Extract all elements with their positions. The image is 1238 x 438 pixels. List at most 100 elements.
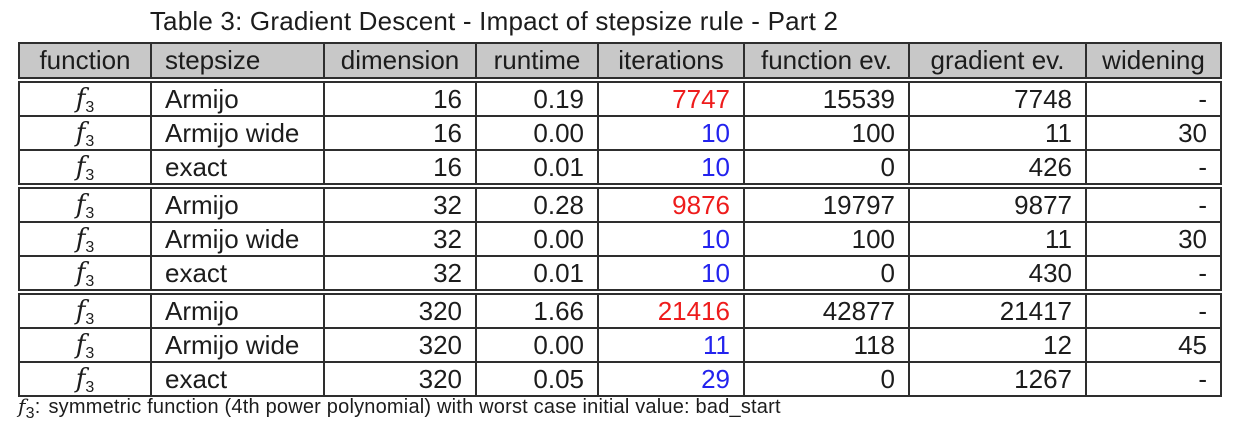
function-symbol-subscript: 3 <box>85 205 95 222</box>
cell-widening: 45 <box>1085 327 1222 363</box>
column-header-runtime: runtime <box>475 42 599 83</box>
table-row: f3 Armijo wide 320 0.00 11 118 12 45 <box>18 327 1222 363</box>
cell-runtime: 0.00 <box>475 115 599 151</box>
table-row: f3 Armijo wide 32 0.00 10 100 11 30 <box>18 221 1222 257</box>
function-symbol: f <box>75 364 86 394</box>
cell-widening: 30 <box>1085 115 1222 151</box>
cell-gradient_ev: 7748 <box>908 79 1087 117</box>
cell-dimension: 320 <box>323 327 477 363</box>
function-symbol-subscript: 3 <box>85 167 95 184</box>
cell-dimension: 16 <box>323 115 477 151</box>
cell-iterations: 10 <box>597 115 745 151</box>
cell-dimension: 16 <box>323 79 477 117</box>
cell-dimension: 320 <box>323 361 477 397</box>
cell-runtime: 0.00 <box>475 327 599 363</box>
results-table: function stepsize dimension runtime iteratio… <box>18 42 1222 397</box>
cell-stepsize: Armijo wide <box>150 327 325 363</box>
cell-dimension: 320 <box>323 289 477 329</box>
cell-function: f3 <box>18 183 152 223</box>
function-symbol: f <box>75 118 86 148</box>
cell-stepsize: Armijo <box>150 79 325 117</box>
cell-widening: - <box>1085 79 1222 117</box>
cell-runtime: 0.28 <box>475 183 599 223</box>
table-row: f3 Armijo 320 1.66 21416 42877 21417- <box>18 289 1222 329</box>
function-symbol: f <box>75 296 86 326</box>
row-group-1: f3 Armijo 16 0.19 7747 15539 7748- f3 Armijo wid… <box>18 79 1222 187</box>
cell-function: f3 <box>18 221 152 257</box>
cell-stepsize: Armijo <box>150 289 325 329</box>
cell-gradient_ev: 11 <box>908 115 1087 151</box>
column-header-function_ev: function ev. <box>743 42 910 83</box>
function-symbol-subscript: 3 <box>85 311 95 328</box>
cell-iterations: 10 <box>597 255 745 293</box>
cell-stepsize: Armijo <box>150 183 325 223</box>
cell-function: f3 <box>18 255 152 293</box>
function-symbol: f <box>75 84 86 114</box>
table-caption: Table 3: Gradient Descent - Impact of st… <box>149 6 839 36</box>
function-symbol: f <box>75 190 86 220</box>
table-row: f3 Armijo 32 0.28 9876 19797 9877- <box>18 183 1222 223</box>
function-symbol-subscript: 3 <box>25 405 35 422</box>
function-symbol-subscript: 3 <box>85 379 95 396</box>
table-row: f3 Armijo 16 0.19 7747 15539 7748- <box>18 79 1222 117</box>
cell-function_ev: 100 <box>743 115 910 151</box>
cell-widening: 30 <box>1085 221 1222 257</box>
column-header-gradient_ev: gradient ev. <box>908 42 1087 83</box>
footnote-text: symmetric function (4th power polynomial… <box>48 396 781 418</box>
function-symbol: f <box>75 152 86 182</box>
cell-runtime: 0.01 <box>475 255 599 293</box>
table-header: function stepsize dimension runtime iteratio… <box>18 42 1222 83</box>
function-symbol: f <box>75 224 86 254</box>
cell-function_ev: 0 <box>743 149 910 187</box>
function-symbol-subscript: 3 <box>85 133 95 150</box>
function-symbol-subscript: 3 <box>85 273 95 290</box>
cell-gradient_ev: 9877 <box>908 183 1087 223</box>
table-row: f3 exact 320 0.05 29 0 1267- <box>18 361 1222 397</box>
cell-function: f3 <box>18 289 152 329</box>
cell-gradient_ev: 12 <box>908 327 1087 363</box>
cell-stepsize: exact <box>150 361 325 397</box>
cell-dimension: 32 <box>323 221 477 257</box>
cell-iterations: 7747 <box>597 79 745 117</box>
header-row: function stepsize dimension runtime iteratio… <box>18 42 1222 83</box>
cell-iterations: 9876 <box>597 183 745 223</box>
cell-function: f3 <box>18 361 152 397</box>
column-header-widening: widening <box>1085 42 1222 83</box>
cell-widening: - <box>1085 183 1222 223</box>
cell-function_ev: 100 <box>743 221 910 257</box>
row-group-3: f3 Armijo 320 1.66 21416 42877 21417- f3 Armijo … <box>18 289 1222 397</box>
column-header-function: function <box>18 42 152 83</box>
cell-function: f3 <box>18 79 152 117</box>
cell-stepsize: Armijo wide <box>150 115 325 151</box>
cell-iterations: 29 <box>597 361 745 397</box>
cell-function_ev: 42877 <box>743 289 910 329</box>
cell-dimension: 32 <box>323 183 477 223</box>
cell-iterations: 10 <box>597 221 745 257</box>
table-row: f3 exact 32 0.01 10 0 430- <box>18 255 1222 293</box>
cell-widening: - <box>1085 289 1222 329</box>
cell-gradient_ev: 1267 <box>908 361 1087 397</box>
function-symbol-subscript: 3 <box>85 239 95 256</box>
function-symbol-subscript: 3 <box>85 345 95 362</box>
cell-runtime: 0.00 <box>475 221 599 257</box>
row-group-2: f3 Armijo 32 0.28 9876 19797 9877- f3 Armijo wid… <box>18 183 1222 293</box>
cell-dimension: 16 <box>323 149 477 187</box>
cell-function: f3 <box>18 115 152 151</box>
cell-function_ev: 0 <box>743 361 910 397</box>
cell-gradient_ev: 430 <box>908 255 1087 293</box>
function-symbol: f <box>75 330 86 360</box>
function-symbol-subscript: 3 <box>85 99 95 116</box>
cell-stepsize: exact <box>150 255 325 293</box>
table-row: f3 exact 16 0.01 10 0 426- <box>18 149 1222 187</box>
footnote-separator: : <box>34 396 41 418</box>
cell-function_ev: 118 <box>743 327 910 363</box>
cell-runtime: 0.05 <box>475 361 599 397</box>
function-symbol: f <box>75 258 86 288</box>
column-header-dimension: dimension <box>323 42 477 83</box>
cell-widening: - <box>1085 361 1222 397</box>
function-symbol: f <box>18 394 26 418</box>
cell-gradient_ev: 426 <box>908 149 1087 187</box>
cell-iterations: 21416 <box>597 289 745 329</box>
table-row: f3 Armijo wide 16 0.00 10 100 11 30 <box>18 115 1222 151</box>
